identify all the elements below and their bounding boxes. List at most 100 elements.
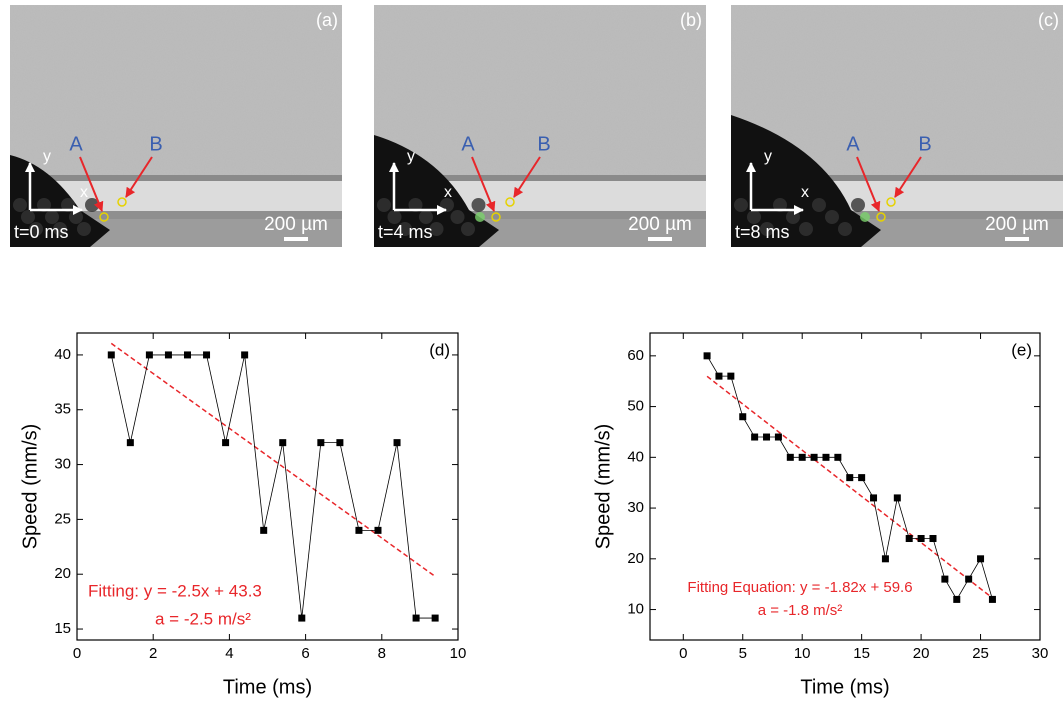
arrow-a — [79, 156, 104, 212]
x-tick-label: 10 — [794, 645, 811, 662]
scale-bar — [648, 237, 672, 241]
data-point — [126, 439, 134, 447]
data-point — [336, 439, 344, 447]
fit-annotation: a = -2.5 m/s² — [155, 609, 251, 628]
particle — [471, 198, 486, 212]
particle — [29, 222, 43, 236]
particle — [53, 222, 67, 236]
fit-line — [706, 375, 993, 599]
y-tick-label: 60 — [627, 347, 644, 364]
panel-label: (a) — [316, 10, 338, 30]
x-tick-label: 4 — [225, 645, 233, 662]
point-label: B — [537, 133, 550, 155]
data-point — [412, 614, 420, 622]
particle — [21, 210, 35, 224]
panel-label: (b) — [680, 10, 702, 30]
image-panel: A By x t=0 ms 200 µm (a) — [10, 5, 342, 247]
marker-b — [117, 197, 127, 207]
particle — [387, 210, 402, 224]
time-label: t=4 ms — [378, 222, 433, 242]
x-tick-label: 10 — [450, 645, 467, 662]
particle — [450, 210, 465, 224]
axis-label: x — [80, 184, 88, 201]
panel-label: (c) — [1038, 10, 1059, 30]
marker-green — [860, 212, 870, 222]
y-tick-label: 50 — [627, 398, 644, 415]
data-point — [298, 614, 306, 622]
data-point — [393, 439, 401, 447]
particle — [37, 198, 51, 212]
data-point — [145, 351, 153, 359]
data-point — [965, 575, 973, 583]
x-tick-label: 25 — [972, 645, 989, 662]
data-point — [763, 433, 771, 441]
y-axis-title: Speed (mm/s) — [19, 424, 41, 550]
y-tick-label: 20 — [54, 565, 71, 582]
point-label: A — [846, 133, 860, 155]
marker-b — [505, 197, 515, 207]
x-axis-title: Time (ms) — [223, 676, 312, 698]
particle — [838, 222, 852, 236]
data-point — [881, 555, 889, 563]
particle — [45, 210, 59, 224]
axis-label: y — [407, 148, 415, 165]
particle — [760, 222, 774, 236]
point-label: A — [461, 133, 475, 155]
data-point — [893, 494, 901, 502]
y-tick-label: 20 — [627, 550, 644, 567]
data-point — [988, 595, 996, 603]
particle — [77, 222, 91, 236]
scale-bar — [284, 237, 308, 241]
particle — [398, 222, 412, 236]
y-tick-label: 30 — [627, 499, 644, 516]
channel-wall — [731, 175, 1063, 181]
particle — [429, 222, 444, 236]
marker-a — [876, 212, 886, 222]
axis-label: y — [43, 148, 51, 165]
particle-cluster — [374, 135, 499, 247]
particle — [747, 210, 761, 224]
data-point — [203, 351, 211, 359]
x-tick-label: 8 — [378, 645, 386, 662]
data-point — [929, 535, 937, 543]
y-axis-title: Speed (mm/s) — [592, 424, 614, 550]
data-point — [786, 453, 794, 461]
data-point — [953, 595, 961, 603]
data-point — [164, 351, 172, 359]
channel-wall — [731, 211, 1063, 219]
point-label: B — [149, 133, 162, 155]
data-line — [110, 354, 436, 619]
plot-frame — [76, 332, 459, 641]
data-point — [977, 555, 985, 563]
scale-label: 200 µm — [264, 214, 328, 235]
arrow-b — [513, 156, 541, 198]
particle — [69, 210, 83, 224]
x-tick-label: 30 — [1032, 645, 1049, 662]
data-point — [846, 474, 854, 482]
x-tick-label: 6 — [301, 645, 309, 662]
y-tick-label: 40 — [627, 448, 644, 465]
fit-line — [110, 342, 436, 578]
x-axis-title: Time (ms) — [800, 676, 889, 698]
x-tick-label: 20 — [913, 645, 930, 662]
axis-label: x — [801, 184, 809, 201]
image-panel: A By x t=8 ms 200 µm (c) — [731, 5, 1063, 247]
data-point — [241, 351, 249, 359]
particle — [61, 198, 75, 212]
arrow-b — [125, 156, 153, 198]
fit-annotation: a = -1.8 m/s² — [758, 602, 843, 619]
y-tick-label: 10 — [627, 601, 644, 618]
channel-wall — [10, 175, 342, 181]
scale-label: 200 µm — [985, 214, 1049, 235]
panel-label: (e) — [1011, 340, 1032, 359]
time-label: t=8 ms — [735, 222, 790, 242]
data-point — [834, 453, 842, 461]
x-tick-label: 0 — [73, 645, 81, 662]
fit-annotation: Fitting Equation: y = -1.82x + 59.6 — [687, 579, 912, 596]
particle — [13, 198, 27, 212]
x-tick-label: 5 — [739, 645, 747, 662]
particle — [825, 210, 839, 224]
data-point — [917, 535, 925, 543]
